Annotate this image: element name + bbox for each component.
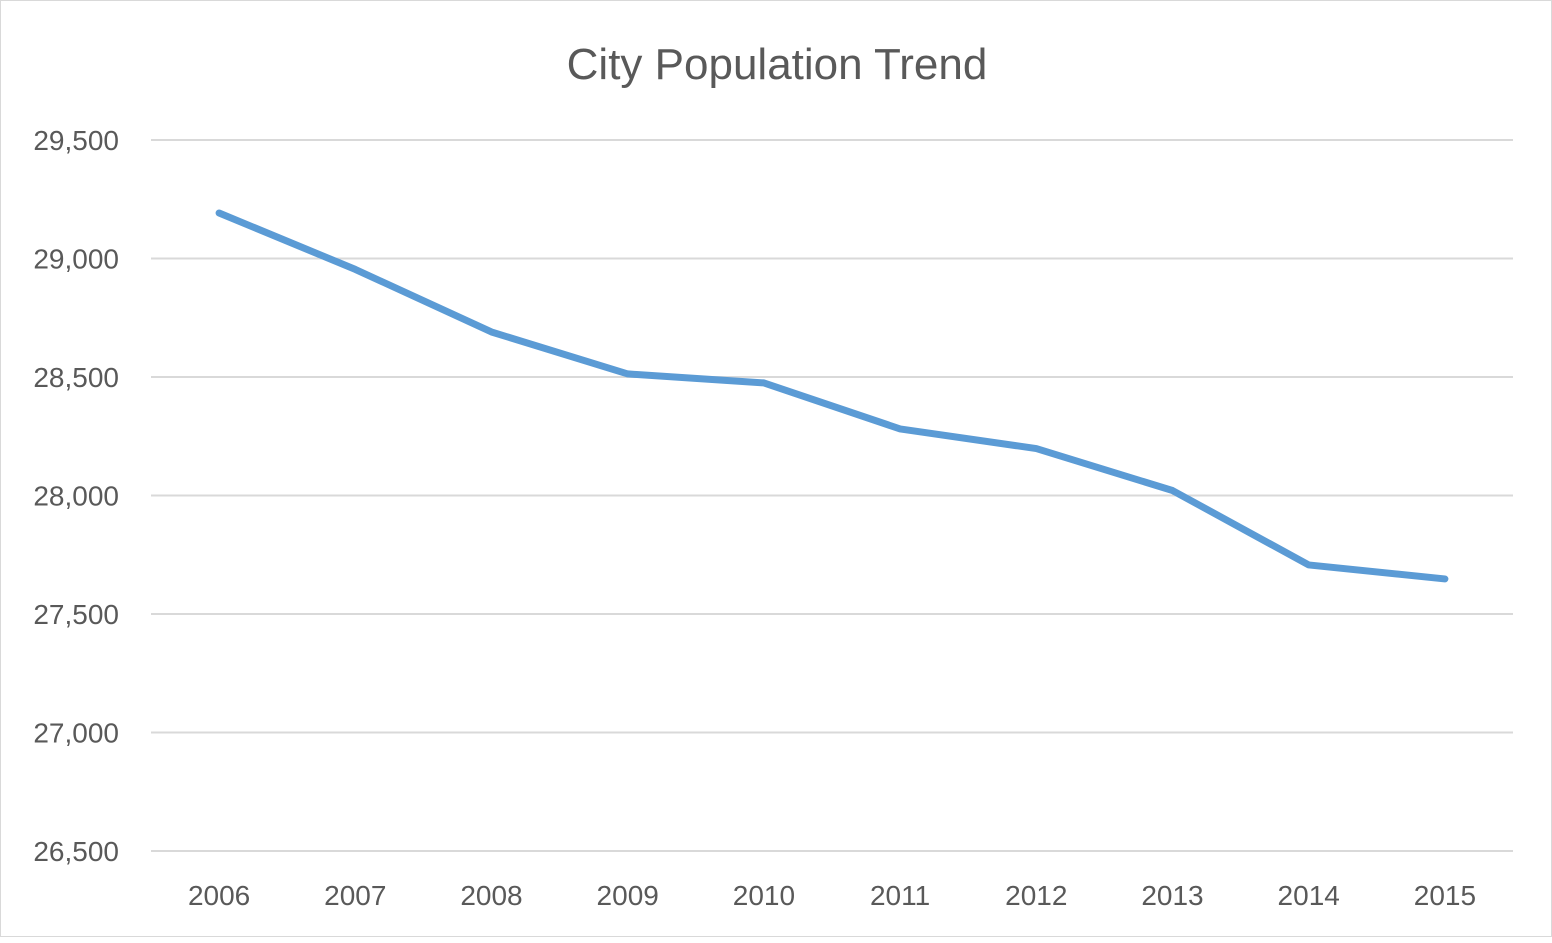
y-tick-label: 26,500 <box>33 836 119 867</box>
y-tick-label: 27,000 <box>33 718 119 749</box>
x-tick-label: 2010 <box>733 880 795 911</box>
x-tick-label: 2014 <box>1278 880 1340 911</box>
chart-title: City Population Trend <box>567 40 988 89</box>
y-tick-label: 28,000 <box>33 481 119 512</box>
x-tick-label: 2009 <box>597 880 659 911</box>
y-tick-label: 28,500 <box>33 362 119 393</box>
x-tick-label: 2008 <box>460 880 522 911</box>
y-tick-label: 27,500 <box>33 599 119 630</box>
y-tick-label: 29,000 <box>33 244 119 275</box>
x-tick-label: 2011 <box>870 880 930 911</box>
x-tick-label: 2015 <box>1414 880 1476 911</box>
x-tick-label: 2013 <box>1141 880 1203 911</box>
series-line <box>219 213 1445 579</box>
x-tick-label: 2012 <box>1005 880 1067 911</box>
x-tick-label: 2007 <box>324 880 386 911</box>
y-tick-label: 29,500 <box>33 125 119 156</box>
x-tick-label: 2006 <box>188 880 250 911</box>
